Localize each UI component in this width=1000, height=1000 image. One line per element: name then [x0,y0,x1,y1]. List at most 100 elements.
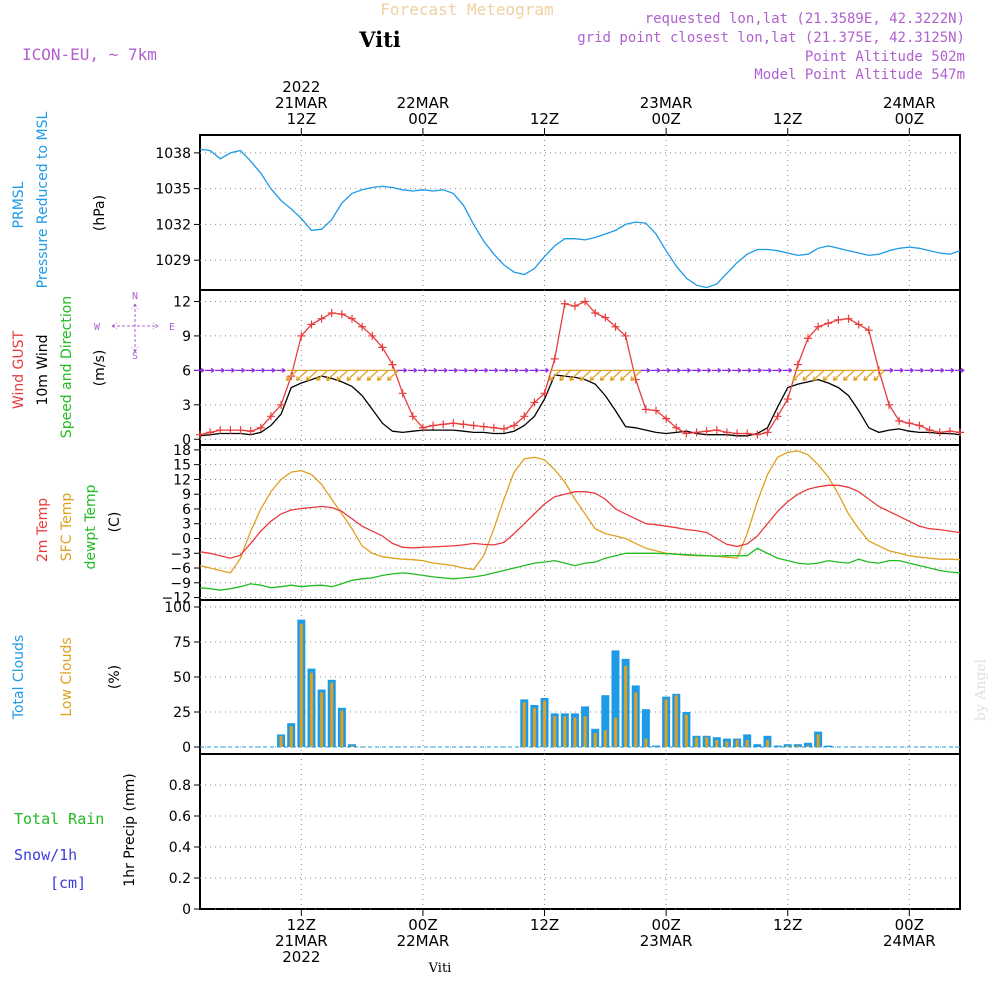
pressure-labels: PRMSL Pressure Reduced to MSL (hPa) [11,111,108,288]
wind-direction-arrow [812,369,825,381]
gust-marker [246,427,255,436]
low-cloud-bar [745,740,749,747]
wind-direction-arrow [671,367,681,373]
bottom-time-label: 12Z [287,916,316,934]
point-altitude: Point Altitude 502m [805,49,965,65]
gridpoint-coords: grid point closest lon,lat (21.375E, 42.… [577,30,965,46]
gust-marker [581,297,590,306]
gust-marker [216,426,225,435]
low-cloud-bar [340,710,344,747]
watermark: by Angel [973,658,989,721]
model-label: ICON-EU, ~ 7km [22,45,157,64]
cloud-unit: (%) [107,665,123,689]
wind-direction-arrow [651,367,661,373]
sfc-temp-line [199,450,961,574]
gust-marker [327,308,336,317]
compass-south: S [132,351,138,362]
temp-label-2m: 2m Temp [35,498,51,562]
wind-direction-arrow [326,369,339,381]
gust-marker [429,421,438,430]
wind-direction-arrow [366,369,379,381]
cloud-label-low: Low Clouds [59,637,75,716]
wind-direction-arrow [215,367,225,373]
wind-direction-arrow [589,369,602,381]
y-tick-label: 9 [182,487,191,503]
gust-marker [449,419,458,428]
low-cloud-bar [613,717,617,747]
wind-unit: (m/s) [92,350,108,387]
gust-marker [196,430,204,439]
bottom-time-label: 12Z [530,916,559,934]
low-cloud-bar [309,672,313,747]
wind-direction-arrow [417,367,428,373]
gust-marker [236,426,245,435]
y-tick-label: 100 [164,600,191,616]
y-tick-label: 0.6 [169,809,191,825]
wind-label-gust: Wind GUST [11,330,27,409]
low-cloud-bar [684,714,688,747]
bottom-time-label: 00Z [408,916,437,934]
y-tick-label: 50 [173,670,191,686]
gust-marker [722,428,731,437]
gust-marker [824,319,833,328]
pressure-label-prmsl: PRMSL [11,181,27,228]
y-tick-label: 1035 [155,182,191,198]
low-cloud-bar [553,716,557,747]
gust-marker [753,430,762,439]
gust-marker [804,334,812,343]
gust-marker [864,326,873,335]
wind-direction-arrow [519,367,529,373]
wind-direction-arrow [711,367,722,373]
wind-label-dir: Speed and Direction [59,296,75,438]
wind-direction-arrow [853,369,866,381]
wind-direction-arrow [549,369,562,381]
wind-direction-arrow [428,367,438,373]
gust-marker [226,426,235,435]
wind-direction-arrow [609,369,622,381]
wind-direction-arrow [630,369,643,381]
compass-north: N [132,291,138,302]
gust-marker [348,314,356,323]
bottom-time-label: 22MAR [397,932,450,950]
wind-direction-arrow [499,367,509,373]
wind-direction-arrow [407,367,418,373]
wind-direction-arrow [792,369,805,381]
bottom-time-label: 2022 [282,948,320,966]
wind-direction-arrow [904,367,914,373]
top-time-label: 12Z [530,110,559,128]
t2m-line [199,484,961,559]
gust-marker [570,302,579,311]
y-tick-label: 18 [173,443,191,459]
temp-unit: (C) [107,512,123,533]
y-tick-label: 12 [173,472,191,488]
y-tick-label: 12 [173,294,191,310]
top-time-label: 23MAR [640,94,693,112]
gust-marker [520,412,529,421]
wind-direction-arrow [356,369,369,381]
wind-direction-arrow [802,369,815,381]
wind-direction-arrow [661,367,671,373]
gust-marker [408,412,417,421]
gust-marker [844,314,853,323]
gust-marker [641,405,650,414]
gust-marker [905,419,914,428]
wind-direction-arrow [386,369,399,381]
wind-direction-arrow [721,367,732,373]
wind-direction-arrow [599,369,612,381]
gust-marker [662,414,671,423]
y-tick-label: 3 [182,517,191,533]
gust-marker [206,428,215,437]
wind-direction-arrow [488,367,499,373]
footer-station: Viti [428,961,452,976]
low-cloud-bar [674,695,678,747]
gust-marker [358,322,367,331]
gust-marker [469,421,478,430]
dewpoint-line [199,547,961,591]
wind10m-line [199,374,961,437]
low-cloud-bar [634,692,638,747]
low-cloud-bar [543,700,547,747]
gust-marker [692,428,701,437]
top-time-label: 24MAR [883,94,936,112]
y-tick-label: 0 [182,432,191,448]
low-cloud-bar [806,745,810,747]
